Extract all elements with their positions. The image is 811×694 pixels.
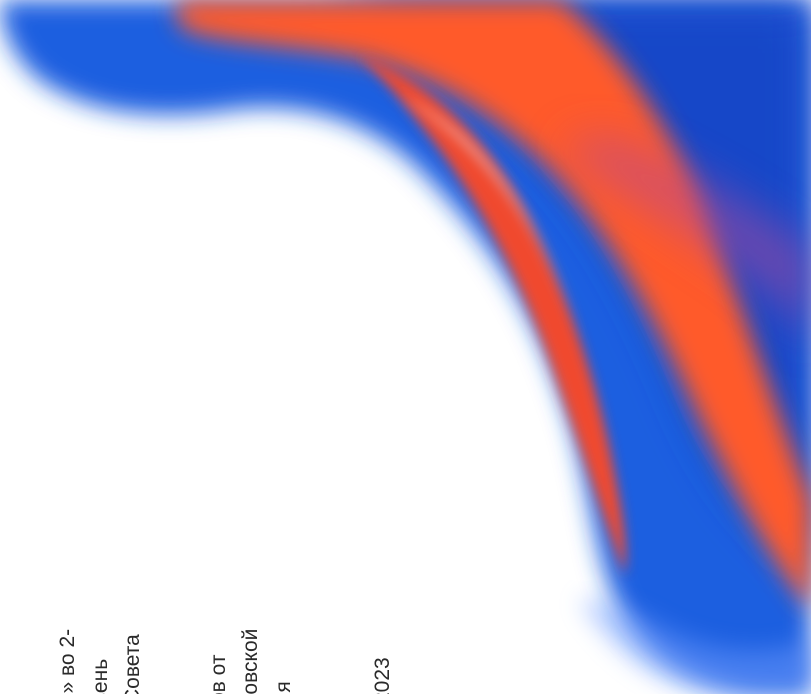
paragraph-1-line-2: вень [89,658,112,694]
paragraph-2-line-3: пя [272,681,295,694]
paragraph-2-line-1: ов от [207,654,230,694]
wave-blue-core [330,0,811,560]
date-fragment: 2023 [371,657,394,694]
wave-purple-blend [560,136,811,350]
paragraph-1-line-3: Совета [121,634,144,694]
paragraph-2-line-2: ковской [239,628,262,694]
paragraph-1-line-1: с» во 2- [56,628,79,694]
wave-bottom-haze [580,599,811,694]
wave-orange-ribbon [176,0,811,610]
